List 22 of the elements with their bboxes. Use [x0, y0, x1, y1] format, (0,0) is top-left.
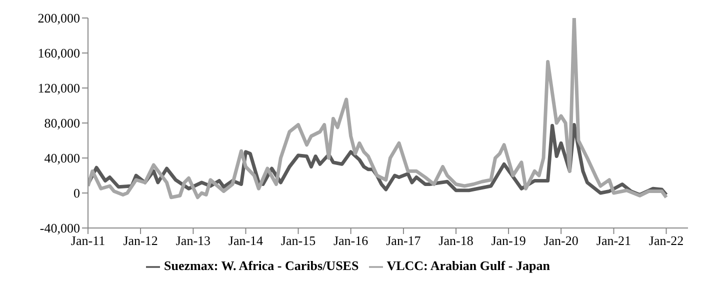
x-tick-label: Jan-14 [228, 233, 264, 248]
y-tick-label: 200,000 [38, 10, 80, 26]
x-tick-label: Jan-21 [596, 233, 632, 248]
x-tick-label: Jan-19 [491, 233, 526, 248]
line-series [88, 18, 668, 200]
x-tick-label: Jan-17 [386, 233, 422, 248]
x-tick-label: Jan-18 [438, 233, 474, 248]
y-tick-label: 0 [74, 186, 80, 201]
x-tick-label: Jan-12 [123, 233, 158, 248]
x-tick-label: Jan-20 [544, 233, 578, 248]
legend-label: VLCC: Arabian Gulf - Japan [386, 258, 550, 273]
x-tick-label: Jan-15 [280, 233, 316, 248]
y-tick-label: 80,000 [44, 116, 80, 131]
x-tick-label: Jan-11 [70, 233, 106, 248]
x-tick-label: Jan-16 [333, 233, 369, 248]
x-tick-label: Jan-22 [648, 233, 684, 248]
legend-label: Suezmax: W. Africa - Caribs/USES [164, 258, 359, 273]
y-tick-label: 160,000 [38, 46, 80, 61]
y-tick-label: 40,000 [44, 150, 80, 166]
y-tick-label: -40,000 [40, 220, 80, 236]
y-tick-label: 120,000 [38, 80, 80, 96]
x-tick-label: Jan-13 [176, 233, 211, 248]
